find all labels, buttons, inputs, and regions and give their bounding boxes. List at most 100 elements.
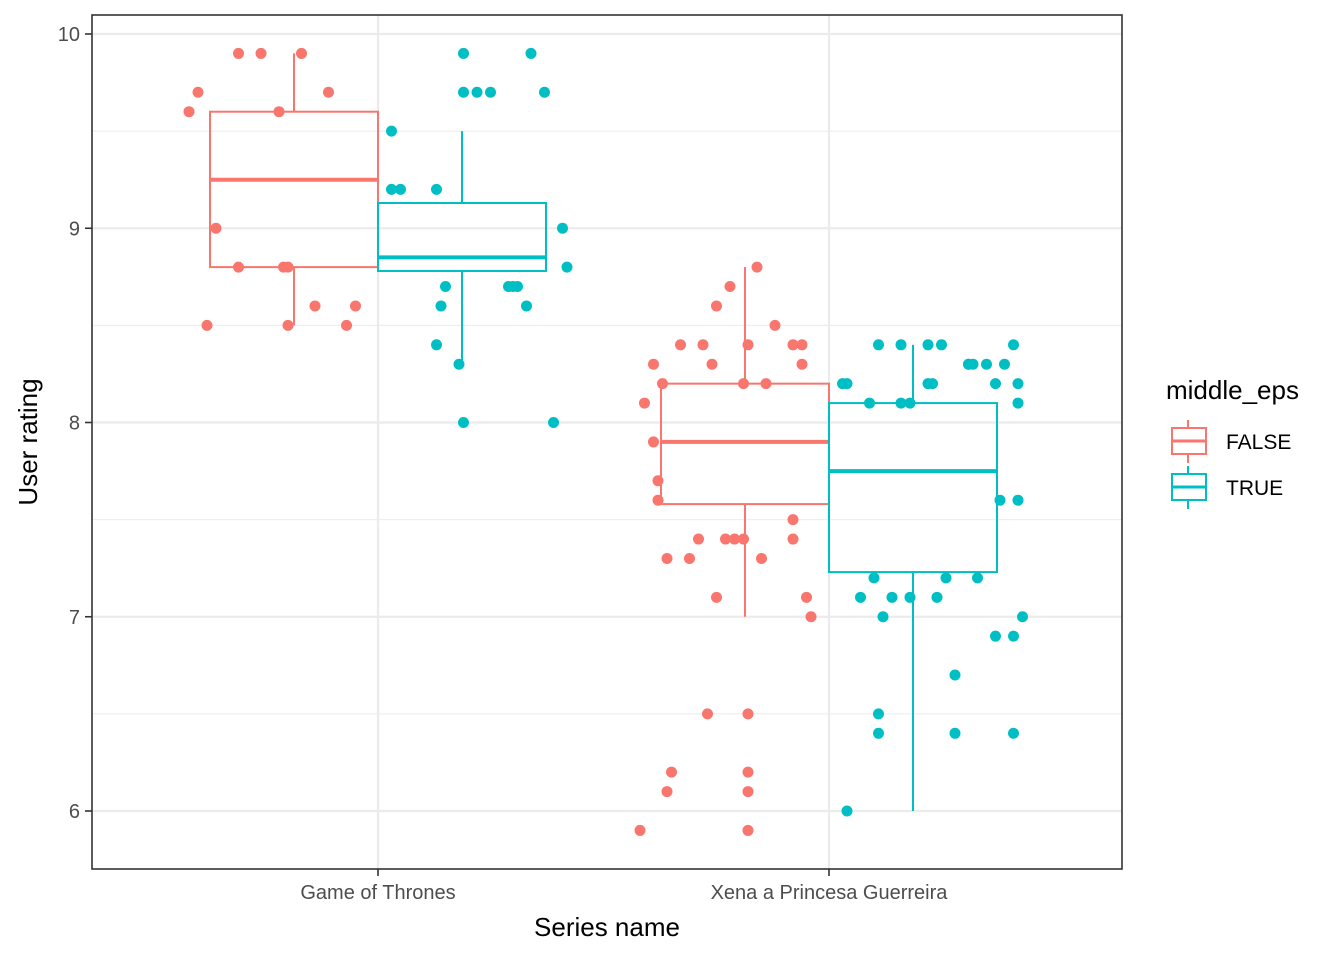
data-point — [431, 339, 442, 351]
data-point — [296, 47, 307, 59]
boxes-layer — [209, 53, 998, 811]
data-point — [648, 358, 659, 370]
data-point — [877, 611, 889, 623]
data-point — [255, 47, 267, 59]
data-point — [904, 397, 916, 409]
data-point — [525, 47, 537, 59]
data-point — [210, 222, 222, 234]
data-point — [895, 339, 907, 351]
data-point — [661, 786, 673, 798]
data-point — [864, 397, 875, 409]
data-point — [769, 319, 781, 331]
data-point — [796, 339, 808, 351]
data-point — [742, 708, 754, 720]
data-point — [684, 552, 695, 564]
data-point — [648, 436, 659, 448]
data-point — [796, 358, 808, 370]
data-point — [873, 339, 884, 351]
x-axis-title: Series name — [534, 912, 680, 942]
y-tick-label: 9 — [69, 218, 80, 240]
data-point — [539, 86, 550, 98]
data-point — [1017, 611, 1028, 623]
data-point — [697, 339, 709, 351]
data-point — [706, 358, 718, 370]
data-point — [485, 86, 496, 98]
data-point — [273, 106, 285, 118]
data-point — [282, 319, 294, 331]
data-point — [895, 397, 907, 409]
data-point — [994, 494, 1006, 506]
data-point — [805, 611, 817, 623]
data-point — [738, 533, 749, 545]
data-point — [693, 533, 704, 545]
data-point — [233, 47, 244, 59]
data-point — [868, 572, 880, 584]
data-point — [981, 358, 992, 370]
data-point — [1012, 397, 1024, 409]
data-point — [341, 319, 352, 331]
data-point — [931, 591, 943, 603]
data-point — [886, 591, 898, 603]
data-point — [742, 786, 754, 798]
data-point — [1008, 630, 1019, 642]
data-point — [395, 183, 406, 195]
data-point — [922, 339, 934, 351]
data-point — [873, 708, 884, 720]
x-tick-label: Xena a Princesa Guerreira — [711, 882, 949, 904]
data-point — [949, 727, 961, 739]
data-point — [639, 397, 650, 409]
data-point — [652, 475, 664, 487]
data-point — [323, 86, 334, 98]
x-tick-label: Game of Thrones — [300, 882, 455, 904]
data-point — [201, 319, 213, 331]
data-point — [431, 183, 442, 195]
y-tick-label: 8 — [69, 413, 80, 435]
y-tick-label: 6 — [69, 801, 80, 823]
data-point — [738, 378, 749, 390]
data-point — [756, 552, 767, 564]
data-point — [990, 630, 1001, 642]
data-point — [742, 766, 754, 778]
data-point — [440, 281, 451, 293]
plot-border — [91, 14, 1123, 870]
data-point — [949, 669, 961, 681]
box-false — [660, 267, 830, 617]
data-point — [350, 300, 361, 312]
plot-panel — [92, 15, 1122, 869]
data-point — [702, 708, 713, 720]
data-point — [873, 727, 884, 739]
data-point — [548, 417, 559, 428]
data-point — [990, 378, 1001, 390]
data-point — [458, 417, 469, 428]
data-point — [1008, 339, 1019, 351]
data-point — [657, 378, 668, 390]
data-point — [471, 86, 483, 98]
data-point — [652, 494, 664, 506]
box-false — [209, 53, 379, 326]
data-point — [512, 281, 523, 293]
data-point — [282, 261, 294, 273]
box-body — [377, 201, 547, 272]
box-true — [377, 131, 547, 365]
data-point — [904, 591, 916, 603]
data-point — [855, 591, 866, 603]
data-point — [183, 106, 195, 118]
data-point — [927, 378, 938, 390]
data-point — [711, 300, 722, 312]
data-point — [751, 261, 763, 273]
x-axis: Game of Thrones Xena a Princesa Guerreira — [300, 869, 948, 904]
legend: middle_eps FALSE TRUE — [1166, 375, 1299, 509]
data-point — [729, 533, 740, 545]
data-point — [711, 591, 722, 603]
data-point — [972, 572, 983, 584]
data-point — [787, 339, 799, 351]
data-point — [386, 125, 397, 137]
y-tick-label: 10 — [58, 24, 80, 46]
data-point — [675, 339, 686, 351]
data-point — [557, 222, 568, 234]
data-point — [841, 805, 853, 817]
data-point — [192, 86, 204, 98]
data-point — [435, 300, 447, 312]
data-point — [724, 281, 736, 293]
